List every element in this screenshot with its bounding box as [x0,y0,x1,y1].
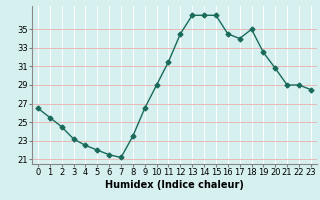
X-axis label: Humidex (Indice chaleur): Humidex (Indice chaleur) [105,180,244,190]
